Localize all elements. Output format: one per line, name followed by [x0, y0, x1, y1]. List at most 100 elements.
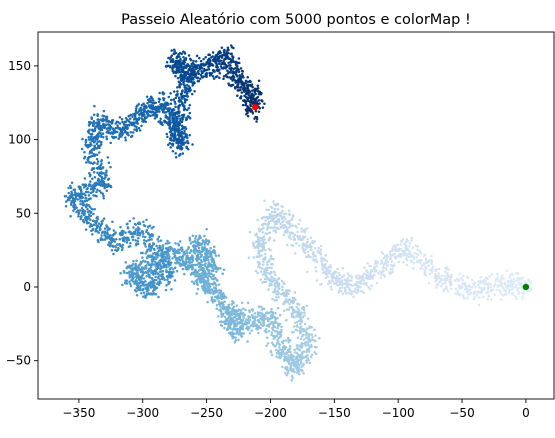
scatter-point: [293, 370, 296, 374]
scatter-point: [92, 113, 96, 117]
scatter-point: [341, 266, 345, 270]
scatter-point: [125, 241, 129, 244]
scatter-point: [191, 143, 194, 146]
scatter-point: [348, 289, 351, 292]
scatter-point: [273, 290, 277, 294]
scatter-point: [222, 292, 225, 296]
scatter-point: [119, 271, 122, 275]
scatter-point: [340, 281, 344, 284]
scatter-point: [292, 361, 295, 365]
scatter-point: [87, 213, 91, 216]
scatter-point: [269, 249, 272, 252]
scatter-point: [90, 116, 93, 119]
scatter-point: [266, 311, 269, 314]
scatter-point: [168, 137, 172, 140]
scatter-point: [307, 350, 311, 353]
scatter-point: [311, 253, 315, 256]
scatter-point: [272, 200, 275, 203]
scatter-point: [349, 292, 353, 295]
scatter-point: [184, 133, 188, 136]
scatter-point: [307, 343, 310, 347]
scatter-point: [196, 77, 199, 80]
scatter-point: [196, 283, 199, 287]
scatter-point: [74, 195, 78, 199]
scatter-point: [305, 327, 309, 331]
scatter-point: [180, 97, 184, 100]
scatter-point: [86, 186, 89, 190]
scatter-point: [274, 220, 277, 224]
scatter-point: [220, 320, 223, 323]
scatter-point: [297, 244, 301, 247]
scatter-point: [314, 352, 318, 356]
scatter-point: [295, 324, 299, 327]
scatter-point: [231, 313, 234, 316]
scatter-point: [287, 360, 290, 364]
scatter-point: [400, 240, 404, 244]
scatter-point: [326, 275, 330, 279]
scatter-point: [447, 268, 451, 271]
scatter-point: [149, 95, 153, 99]
scatter-point: [283, 358, 286, 361]
scatter-point: [149, 249, 152, 253]
scatter-point: [250, 308, 254, 311]
scatter-point: [180, 124, 184, 128]
scatter-point: [434, 274, 438, 277]
scatter-point: [220, 302, 223, 305]
scatter-point: [274, 311, 277, 315]
scatter-point: [110, 121, 113, 124]
scatter-point: [293, 316, 296, 319]
scatter-point: [291, 214, 295, 217]
scatter-point: [211, 74, 215, 78]
scatter-point: [138, 231, 142, 235]
scatter-point: [260, 92, 263, 95]
scatter-point: [285, 351, 289, 354]
scatter-point: [239, 95, 243, 98]
scatter-point: [162, 98, 165, 102]
scatter-point: [181, 263, 185, 267]
scatter-point: [341, 292, 345, 295]
scatter-point: [125, 123, 128, 127]
scatter-point: [359, 281, 363, 285]
scatter-point: [274, 204, 278, 207]
scatter-point: [87, 135, 90, 139]
scatter-point: [114, 248, 117, 252]
scatter-point: [244, 103, 248, 107]
scatter-point: [169, 102, 173, 106]
scatter-point: [118, 116, 122, 119]
scatter-point: [265, 324, 269, 328]
scatter-point: [87, 155, 91, 159]
scatter-point: [136, 111, 139, 115]
scatter-point: [124, 136, 127, 139]
scatter-point: [249, 324, 253, 327]
scatter-point: [427, 282, 431, 285]
scatter-point: [516, 276, 520, 280]
scatter-point: [145, 293, 148, 297]
scatter-point: [129, 242, 132, 245]
scatter-point: [168, 125, 172, 128]
scatter-point: [165, 101, 168, 105]
scatter-point: [80, 147, 84, 151]
scatter-point: [92, 141, 96, 144]
scatter-point: [188, 73, 192, 77]
scatter-point: [397, 247, 401, 250]
scatter-point: [214, 254, 218, 258]
scatter-point: [142, 102, 145, 105]
scatter-point: [96, 160, 100, 163]
scatter-point: [450, 273, 453, 277]
scatter-point: [184, 89, 188, 92]
scatter-point: [408, 245, 411, 248]
scatter-point: [90, 224, 93, 228]
scatter-point: [237, 57, 241, 60]
scatter-point: [219, 65, 223, 68]
scatter-point: [486, 298, 489, 301]
scatter-point: [414, 244, 418, 247]
scatter-point: [131, 238, 135, 241]
scatter-point: [252, 323, 255, 326]
scatter-point: [285, 297, 288, 301]
scatter-point: [182, 70, 186, 74]
scatter-point: [107, 119, 110, 123]
scatter-point: [84, 228, 88, 231]
scatter-point: [473, 281, 476, 284]
scatter-point: [279, 226, 283, 229]
scatter-point: [159, 239, 163, 242]
